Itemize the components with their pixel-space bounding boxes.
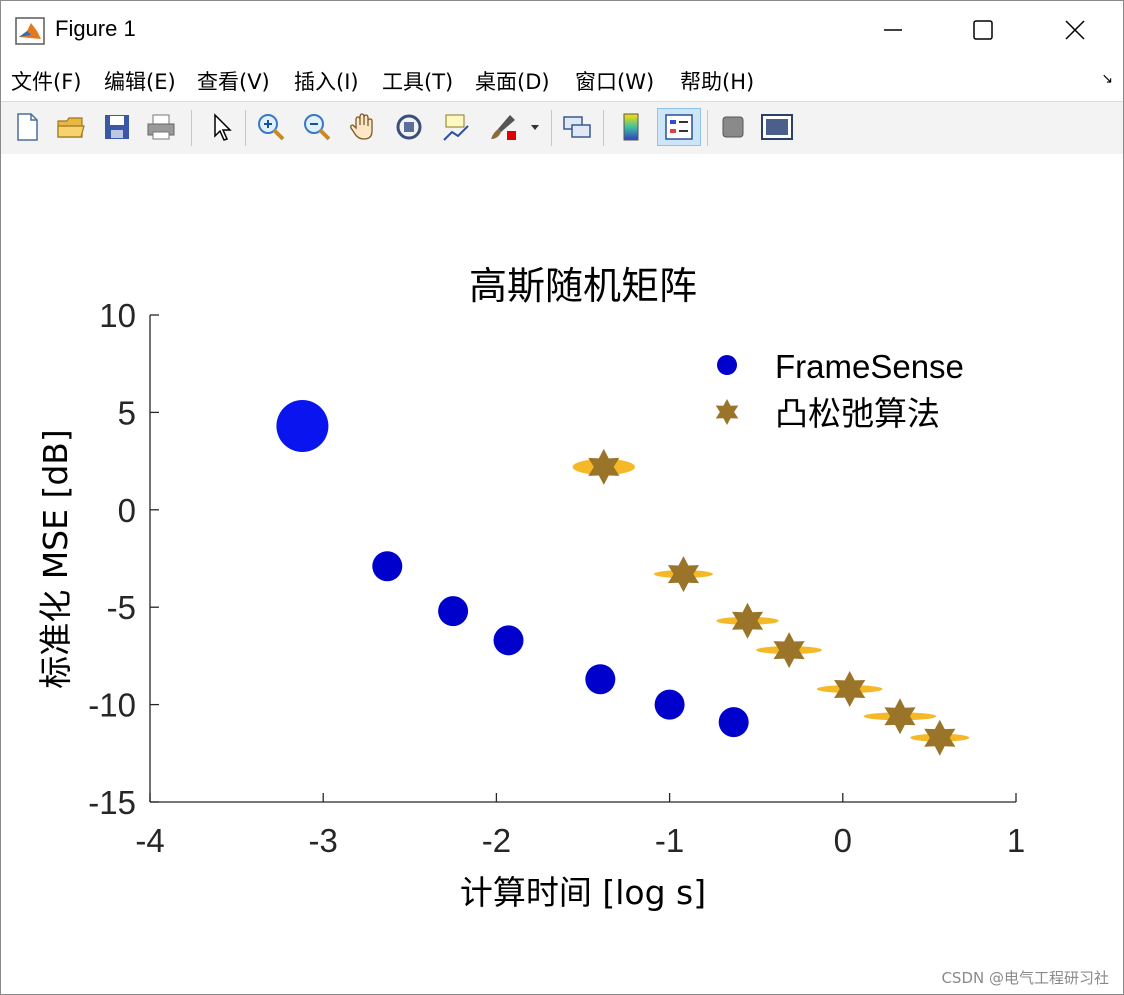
watermark: CSDN @电气工程研习社 [941, 969, 1109, 987]
minimize-icon [884, 29, 902, 31]
framesense-point [654, 689, 685, 720]
matlab-logo-icon [15, 17, 45, 45]
toolbar-separator [707, 110, 708, 146]
maximize-icon [973, 20, 993, 40]
zoom-out-icon[interactable] [299, 108, 335, 146]
toolbar-separator [603, 110, 604, 146]
legend-marker-framesense [717, 355, 737, 375]
framesense-point [276, 400, 329, 453]
framesense-point [718, 707, 749, 738]
pan-icon[interactable] [345, 108, 381, 146]
convex-relaxation-point [884, 698, 916, 735]
hide-plot-tools-icon[interactable] [715, 108, 751, 146]
y-axis-label: 标准化 MSE [dB] [36, 429, 75, 689]
error-bars [572, 458, 970, 742]
menu-bar: 文件(F) 编辑(E) 查看(V) 插入(I) 工具(T) 桌面(D) 窗口(W… [1, 61, 1123, 99]
convex-relaxation-point [667, 556, 699, 593]
menu-view[interactable]: 查看(V) [197, 70, 270, 94]
framesense-point [438, 596, 469, 627]
x-tick-label: -3 [309, 822, 338, 859]
menu-insert[interactable]: 插入(I) [294, 70, 359, 94]
data-points [276, 400, 956, 756]
x-tick-label: 1 [1007, 822, 1025, 859]
menu-tools[interactable]: 工具(T) [382, 70, 454, 94]
maximize-button[interactable] [937, 1, 1029, 59]
y-tick-label: 0 [118, 492, 136, 529]
y-tick-label: -5 [107, 589, 136, 626]
minimize-button[interactable] [847, 1, 939, 59]
new-figure-icon[interactable] [9, 108, 45, 146]
legend-label-framesense: FrameSense [775, 348, 964, 385]
window-title: Figure 1 [55, 16, 136, 41]
convex-relaxation-point [588, 448, 620, 485]
x-tick-label: -2 [482, 822, 511, 859]
toolbar-separator [191, 110, 192, 146]
y-tick-label: -15 [88, 784, 136, 821]
x-tick-label: -1 [655, 822, 684, 859]
data-cursor-icon[interactable] [437, 108, 473, 146]
x-axis-label: 计算时间 [log s] [460, 873, 706, 912]
menu-help[interactable]: 帮助(H) [680, 70, 755, 94]
legend-label-convex-relaxation: 凸松弛算法 [775, 394, 940, 433]
toolbar-separator [551, 110, 552, 146]
rotate-3d-icon[interactable] [391, 108, 427, 146]
x-tick-label: -4 [135, 822, 164, 859]
menu-file[interactable]: 文件(F) [11, 70, 82, 94]
show-plot-tools-icon[interactable] [759, 108, 795, 146]
y-tick-label: 5 [118, 394, 136, 431]
figure-toolbar [1, 101, 1123, 155]
dock-arrow-icon[interactable]: ↘ [1101, 71, 1113, 87]
convex-relaxation-point [773, 632, 805, 669]
legend-icon[interactable] [657, 108, 701, 146]
legend-marker-convex-relaxation [715, 399, 739, 425]
framesense-point [585, 664, 616, 695]
menu-edit[interactable]: 编辑(E) [104, 70, 176, 94]
colorbar-icon[interactable] [613, 108, 649, 146]
link-plot-icon[interactable] [559, 108, 595, 146]
chevron-down-icon[interactable] [525, 108, 545, 146]
chart-title: 高斯随机矩阵 [469, 264, 697, 308]
print-icon[interactable] [143, 108, 179, 146]
convex-relaxation-point [834, 671, 866, 707]
zoom-in-icon[interactable] [253, 108, 289, 146]
convex-relaxation-point [732, 602, 764, 639]
brush-icon[interactable] [485, 108, 521, 146]
plot-area: 高斯随机矩阵 -4 -3 -2 -1 0 1 10 5 0 -5 -10 -15 计算时间 [log … [1, 154, 1123, 994]
title-bar: Figure 1 [1, 1, 1123, 59]
framesense-point [493, 625, 524, 656]
legend: FrameSense 凸松弛算法 [715, 348, 964, 433]
menu-desktop[interactable]: 桌面(D) [475, 70, 550, 94]
close-button[interactable] [1029, 1, 1121, 59]
toolbar-separator [245, 110, 246, 146]
x-tick-label: 0 [834, 822, 852, 859]
close-icon [1065, 20, 1085, 40]
convex-relaxation-point [924, 719, 956, 756]
save-icon[interactable] [99, 108, 135, 146]
legend-star-shape [715, 399, 739, 425]
y-tick-label: 10 [99, 297, 136, 334]
pointer-icon[interactable] [203, 108, 239, 146]
menu-window[interactable]: 窗口(W) [575, 70, 655, 94]
framesense-point [372, 551, 403, 582]
open-file-icon[interactable] [53, 108, 89, 146]
y-tick-label: -10 [88, 687, 136, 724]
